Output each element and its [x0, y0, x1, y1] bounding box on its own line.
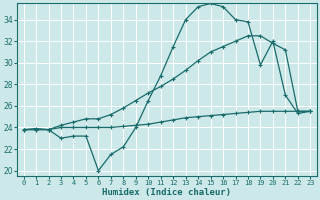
X-axis label: Humidex (Indice chaleur): Humidex (Indice chaleur)	[102, 188, 231, 197]
